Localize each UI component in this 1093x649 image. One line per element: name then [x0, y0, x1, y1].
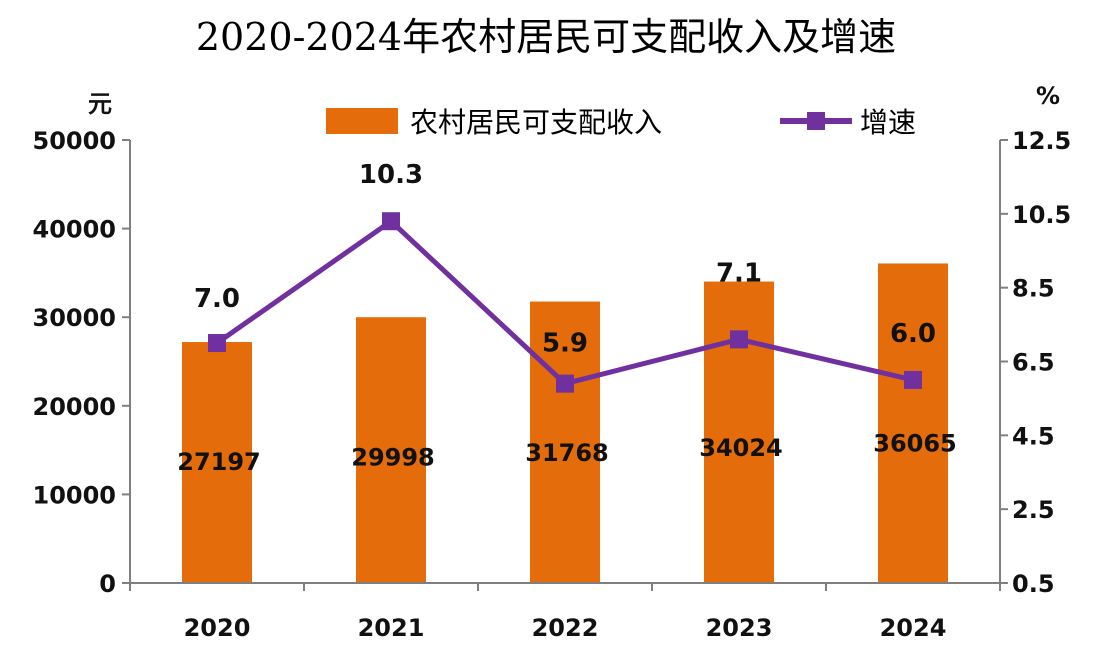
axes [129, 140, 1001, 584]
rate-marker [382, 212, 400, 231]
bar [356, 317, 426, 583]
bar-value-label: 31768 [525, 439, 609, 467]
rate-value-label: 5.9 [542, 329, 588, 359]
bar-value-label: 34024 [699, 434, 783, 462]
right-axis-unit: % [1036, 82, 1060, 110]
rate-marker [556, 374, 574, 393]
left-tick-label: 30000 [33, 304, 117, 332]
right-tick-label: 2.5 [1012, 496, 1055, 524]
legend-bar-label: 农村居民可支配收入 [410, 106, 662, 139]
right-tick-label: 10.5 [1012, 201, 1071, 229]
chart-title: 2020-2024年农村居民可支配收入及增速 [196, 15, 896, 59]
rate-value-label: 6.0 [890, 319, 936, 349]
x-tick-label: 2023 [706, 614, 773, 642]
x-tick-label: 2021 [358, 614, 425, 642]
right-axis-ticks: 0.5 2.5 4.5 6.5 8.5 10.5 12.5 [1000, 127, 1071, 598]
right-tick-label: 8.5 [1012, 275, 1055, 303]
x-tick-label: 2022 [532, 614, 599, 642]
legend-bar-swatch [326, 108, 398, 134]
bar-value-label: 27197 [177, 448, 261, 476]
rate-data-labels: 7.0 10.3 5.9 7.1 6.0 [194, 160, 936, 358]
x-axis-ticks: 2020 2021 2022 2023 2024 [129, 583, 1001, 642]
rate-value-label: 7.0 [194, 284, 240, 314]
rate-marker [208, 334, 226, 353]
left-tick-label: 50000 [33, 127, 117, 155]
right-tick-label: 12.5 [1012, 127, 1071, 155]
legend: 农村居民可支配收入 增速 [326, 106, 916, 139]
left-tick-label: 0 [99, 570, 116, 598]
rate-value-label: 10.3 [359, 160, 423, 190]
left-tick-label: 20000 [33, 393, 117, 421]
line-series [208, 212, 922, 393]
bar-data-labels: 27197 29998 31768 34024 36065 [177, 430, 957, 476]
left-tick-label: 40000 [33, 216, 117, 244]
x-tick-label: 2024 [880, 614, 947, 642]
bar-value-label: 29998 [351, 443, 435, 471]
bar-value-label: 36065 [873, 430, 957, 458]
bar-series [182, 263, 948, 583]
rate-marker [904, 370, 922, 389]
right-tick-label: 0.5 [1012, 570, 1055, 598]
rate-marker [730, 330, 748, 349]
left-axis-unit: 元 [88, 90, 112, 118]
x-tick-label: 2020 [184, 614, 251, 642]
bar [182, 342, 252, 583]
legend-line-label: 增速 [860, 106, 916, 139]
left-tick-label: 10000 [33, 481, 117, 509]
right-tick-label: 6.5 [1012, 349, 1055, 377]
bar [530, 301, 600, 583]
right-tick-label: 4.5 [1012, 422, 1055, 450]
bar [878, 263, 948, 583]
left-axis-ticks: 0 10000 20000 30000 40000 50000 [33, 127, 130, 598]
rate-value-label: 7.1 [716, 258, 762, 288]
legend-line-marker [807, 112, 825, 130]
bar [704, 281, 774, 583]
